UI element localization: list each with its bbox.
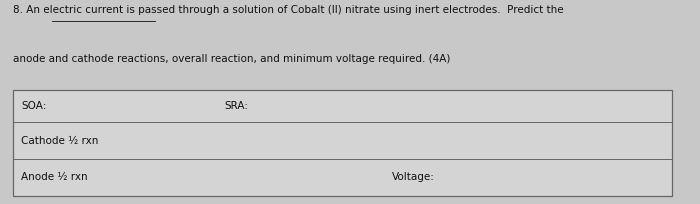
- Text: 8. An electric current is passed through a solution of Cobalt (II) nitrate using: 8. An electric current is passed through…: [13, 5, 564, 15]
- Text: 8. An: 8. An: [13, 5, 43, 15]
- Text: Voltage:: Voltage:: [392, 172, 435, 183]
- Text: Anode ½ rxn: Anode ½ rxn: [21, 172, 88, 183]
- Text: Cathode ½ rxn: Cathode ½ rxn: [21, 136, 99, 146]
- Bar: [13, 90, 672, 196]
- Text: anode and cathode reactions, overall reaction, and minimum voltage required. (4A: anode and cathode reactions, overall rea…: [13, 54, 450, 64]
- Text: SOA:: SOA:: [21, 101, 46, 111]
- Text: 8. An electric current: 8. An electric current: [13, 5, 122, 15]
- Text: 8. An: 8. An: [13, 5, 43, 15]
- Text: SRA:: SRA:: [224, 101, 248, 111]
